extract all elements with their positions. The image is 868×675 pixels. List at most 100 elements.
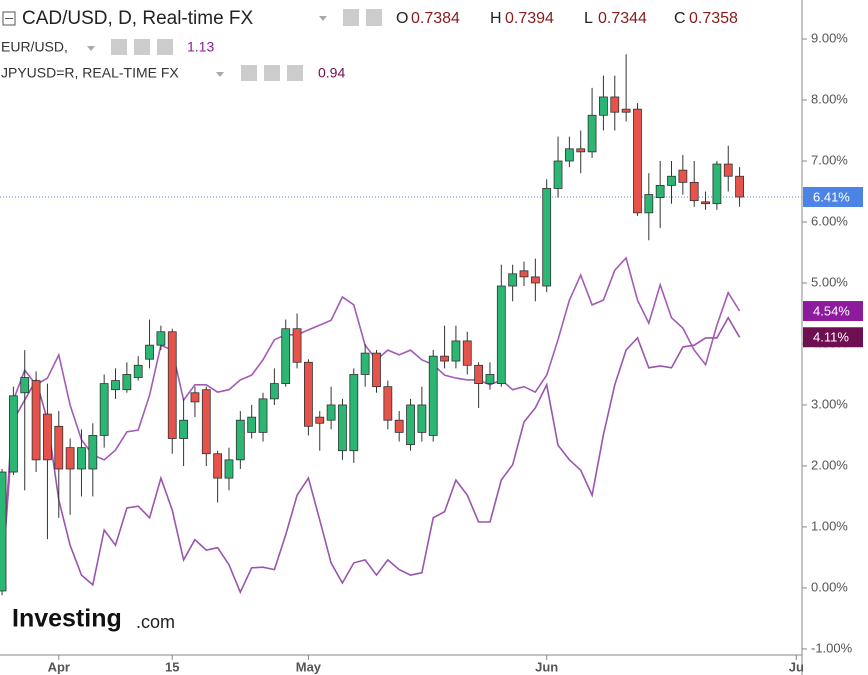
candle-body: [292, 328, 302, 363]
candle-body: [133, 364, 143, 378]
close-label: C: [674, 10, 686, 27]
candle-body: [213, 453, 223, 479]
candle-body: [667, 175, 676, 186]
candle-body: [8, 395, 18, 473]
candle-body: [383, 386, 393, 421]
candle-body: [281, 328, 291, 385]
watermark: Investing: [12, 605, 122, 633]
candle-body: [723, 163, 733, 177]
y-tick-label: 2.00%: [811, 457, 848, 472]
eye-icon[interactable]: [241, 65, 257, 81]
value-marker-label: 6.41%: [813, 189, 850, 204]
eye-icon[interactable]: [343, 9, 359, 26]
low-value: 0.7344: [598, 10, 647, 27]
series-line: [1, 316, 741, 595]
candle-body: [304, 361, 313, 427]
dropdown-caret[interactable]: [216, 72, 224, 77]
candle-body: [735, 175, 744, 198]
candle-body: [0, 471, 7, 592]
candle-body: [440, 355, 449, 362]
dropdown-caret[interactable]: [87, 46, 95, 51]
candle-body: [485, 374, 495, 385]
candle-body: [201, 389, 211, 455]
candle-body: [530, 276, 540, 284]
y-tick-label: 0.00%: [811, 579, 848, 594]
candle-body: [508, 273, 518, 287]
candle-body: [417, 404, 427, 433]
x-tick-label: 15: [165, 659, 179, 674]
candle-body: [678, 169, 688, 183]
candle-body: [599, 96, 608, 116]
eye-icon[interactable]: [111, 39, 127, 55]
value-marker: [803, 301, 863, 322]
legend-name: EUR/USD,: [1, 39, 68, 55]
chart-title: CAD/USD, D, Real-time FX: [22, 8, 254, 29]
y-tick-label: 6.00%: [811, 213, 848, 228]
candle-body: [179, 419, 188, 439]
close-value: 0.7358: [689, 10, 738, 27]
candle-body: [167, 331, 177, 439]
value-marker-label: 4.54%: [813, 303, 850, 318]
candle-body: [519, 270, 529, 278]
legend-value: 1.13: [187, 39, 214, 55]
candle-body: [326, 404, 336, 421]
x-tick-label: Jun: [535, 659, 558, 674]
candle-body: [31, 380, 41, 461]
candle-body: [621, 108, 631, 113]
high-label: H: [490, 10, 502, 27]
candle-body: [542, 188, 552, 287]
candle-body: [338, 404, 347, 452]
y-tick-label: 5.00%: [811, 274, 848, 289]
candle-body: [655, 185, 665, 198]
close-icon[interactable]: [157, 39, 173, 55]
candle-body: [315, 416, 325, 424]
high-value: 0.7394: [505, 10, 554, 27]
x-tick-label: Apr: [48, 659, 70, 674]
candle-body: [689, 181, 699, 202]
candle-body: [122, 374, 132, 391]
settings-icon[interactable]: [264, 65, 280, 81]
candle-body: [88, 435, 98, 470]
candle-body: [372, 352, 381, 388]
candle-body: [20, 377, 30, 394]
candle-body: [451, 340, 461, 362]
y-tick-label: 8.00%: [811, 91, 848, 106]
collapse-icon[interactable]: [2, 11, 16, 26]
settings-icon[interactable]: [134, 39, 150, 55]
x-tick-label: May: [296, 659, 322, 674]
series-line: [1, 256, 741, 581]
x-tick-label: Ju: [789, 659, 804, 674]
candle-body: [54, 425, 64, 470]
candle-body: [633, 108, 642, 214]
candle-body: [111, 380, 120, 391]
legend-name: JPYUSD=R, REAL-TIME FX: [1, 65, 179, 81]
candle-body: [496, 285, 506, 385]
y-tick-label: 3.00%: [811, 396, 848, 411]
watermark-suffix: .com: [136, 612, 175, 632]
legend-value: 0.94: [318, 65, 345, 81]
y-tick-label: 1.00%: [811, 518, 848, 533]
y-tick-label: 7.00%: [811, 152, 848, 167]
candle-body: [65, 447, 75, 470]
candle-body: [564, 148, 574, 162]
candle-body: [145, 344, 154, 360]
candle-body: [644, 194, 654, 214]
close-icon[interactable]: [287, 65, 303, 81]
candle-body: [428, 355, 438, 436]
value-marker: [803, 186, 863, 207]
candle-body: [701, 201, 710, 205]
candle-body: [712, 163, 722, 205]
low-label: L: [584, 10, 593, 27]
candle-body: [462, 340, 472, 366]
candle-body: [77, 447, 86, 470]
open-label: O: [396, 10, 408, 27]
candle-body: [224, 459, 234, 479]
value-marker: [803, 327, 863, 348]
settings-icon[interactable]: [366, 9, 382, 26]
open-value: 0.7384: [411, 10, 460, 27]
candle-body: [394, 419, 404, 433]
candle-body: [587, 114, 597, 153]
dropdown-caret[interactable]: [319, 16, 327, 21]
